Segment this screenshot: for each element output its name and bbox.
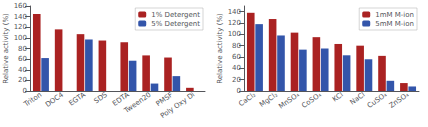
svg-text:40: 40: [18, 66, 27, 74]
svg-text:EDTA: EDTA: [111, 90, 131, 108]
svg-text:SDS: SDS: [93, 90, 110, 105]
svg-text:NaCl: NaCl: [349, 91, 367, 107]
svg-text:0: 0: [23, 87, 27, 95]
svg-text:20: 20: [232, 76, 241, 84]
svg-text:60: 60: [18, 55, 27, 63]
svg-text:MnSO₄: MnSO₄: [277, 91, 301, 111]
svg-text:CaCl₂: CaCl₂: [237, 91, 257, 108]
svg-text:KCl: KCl: [331, 91, 345, 104]
svg-text:160: 160: [14, 2, 27, 10]
svg-text:120: 120: [14, 23, 27, 31]
svg-text:MgCl₂: MgCl₂: [258, 91, 279, 109]
svg-text:140: 140: [228, 8, 241, 16]
svg-text:120: 120: [228, 19, 241, 27]
svg-text:60: 60: [232, 53, 241, 61]
svg-text:CoSO₄: CoSO₄: [300, 91, 323, 110]
svg-text:Poly Oxy Di: Poly Oxy Di: [159, 91, 196, 120]
svg-text:Relative activity (%): Relative activity (%): [216, 13, 224, 84]
svg-text:100: 100: [228, 30, 241, 38]
svg-text:Tween20: Tween20: [122, 91, 153, 116]
svg-text:EGTA: EGTA: [68, 91, 88, 108]
svg-text:20: 20: [18, 76, 27, 84]
svg-text:1mM M-ion: 1mM M-ion: [375, 11, 414, 19]
svg-text:80: 80: [232, 42, 241, 50]
svg-text:0: 0: [237, 87, 241, 95]
svg-text:Triton: Triton: [22, 91, 43, 109]
svg-text:PMSF: PMSF: [154, 90, 175, 108]
svg-text:40: 40: [232, 64, 241, 72]
svg-text:80: 80: [18, 45, 27, 53]
svg-text:100: 100: [14, 34, 27, 42]
svg-text:1% Detergent: 1% Detergent: [151, 11, 200, 19]
svg-text:ZnSO₄: ZnSO₄: [388, 91, 411, 110]
svg-text:DOC4: DOC4: [44, 90, 66, 108]
svg-text:CuSO₄: CuSO₄: [366, 91, 389, 110]
svg-text:Relative activity (%): Relative activity (%): [2, 13, 10, 84]
svg-text:5mM M-ion: 5mM M-ion: [375, 20, 414, 28]
svg-text:140: 140: [14, 13, 27, 21]
svg-text:5% Detergent: 5% Detergent: [151, 20, 200, 28]
